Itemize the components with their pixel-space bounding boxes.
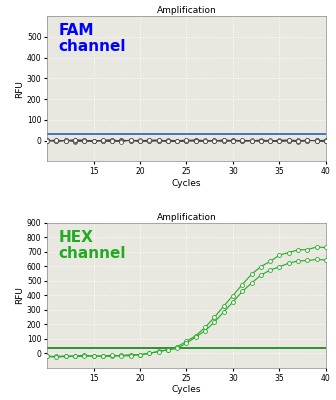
Y-axis label: RFU: RFU [15,286,24,304]
Title: Amplification: Amplification [157,213,216,222]
Y-axis label: RFU: RFU [15,80,24,98]
Title: Amplification: Amplification [157,6,216,15]
Text: FAM
channel: FAM channel [58,23,126,54]
X-axis label: Cycles: Cycles [172,385,201,394]
Text: HEX
channel: HEX channel [58,230,126,261]
X-axis label: Cycles: Cycles [172,179,201,188]
